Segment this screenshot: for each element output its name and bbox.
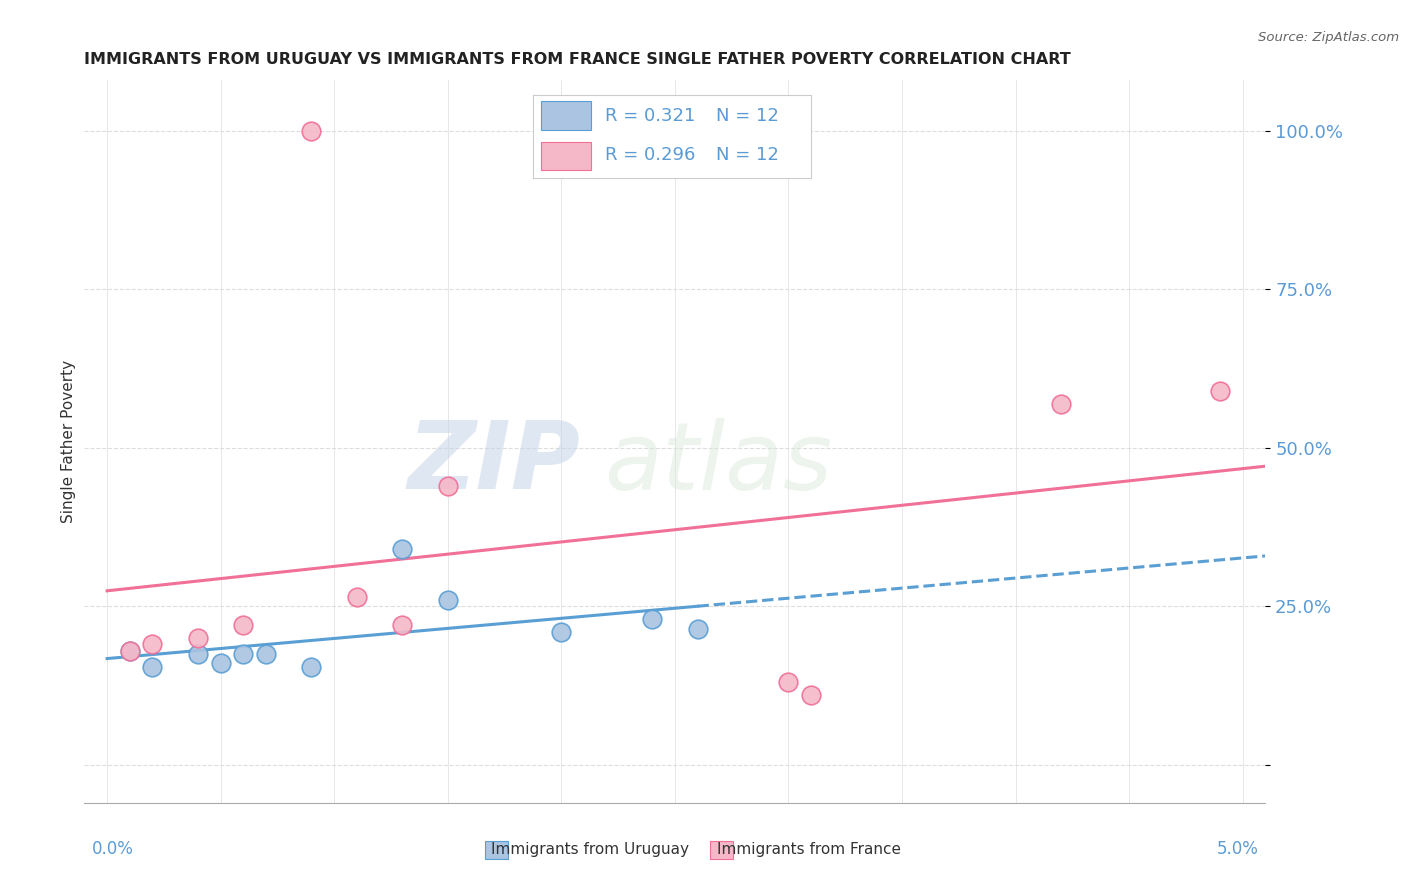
Text: Immigrants from France: Immigrants from France xyxy=(717,842,901,856)
Point xyxy=(1209,384,1232,398)
Point xyxy=(436,479,458,493)
Text: atlas: atlas xyxy=(605,417,832,508)
Point xyxy=(391,542,413,557)
Point xyxy=(301,659,323,673)
Text: Source: ZipAtlas.com: Source: ZipAtlas.com xyxy=(1258,31,1399,45)
Point xyxy=(187,647,209,661)
Text: Immigrants from Uruguay: Immigrants from Uruguay xyxy=(491,842,689,856)
Point xyxy=(118,643,141,657)
Point xyxy=(346,590,368,604)
Point xyxy=(141,637,163,651)
Point xyxy=(1050,396,1073,410)
Point xyxy=(254,647,277,661)
Point xyxy=(436,593,458,607)
Point xyxy=(641,612,664,626)
Y-axis label: Single Father Poverty: Single Father Poverty xyxy=(60,360,76,523)
Point xyxy=(686,622,709,636)
Point xyxy=(800,688,823,702)
Point xyxy=(118,643,141,657)
Text: 0.0%: 0.0% xyxy=(91,840,134,858)
Point xyxy=(187,631,209,645)
Point xyxy=(778,675,800,690)
Point xyxy=(141,659,163,673)
Point xyxy=(232,618,254,632)
Text: ZIP: ZIP xyxy=(408,417,581,509)
Text: 5.0%: 5.0% xyxy=(1216,840,1258,858)
Point xyxy=(550,624,572,639)
Point xyxy=(209,657,232,671)
Point xyxy=(232,647,254,661)
Point xyxy=(301,124,323,138)
Text: IMMIGRANTS FROM URUGUAY VS IMMIGRANTS FROM FRANCE SINGLE FATHER POVERTY CORRELAT: IMMIGRANTS FROM URUGUAY VS IMMIGRANTS FR… xyxy=(84,52,1071,67)
Point xyxy=(391,618,413,632)
